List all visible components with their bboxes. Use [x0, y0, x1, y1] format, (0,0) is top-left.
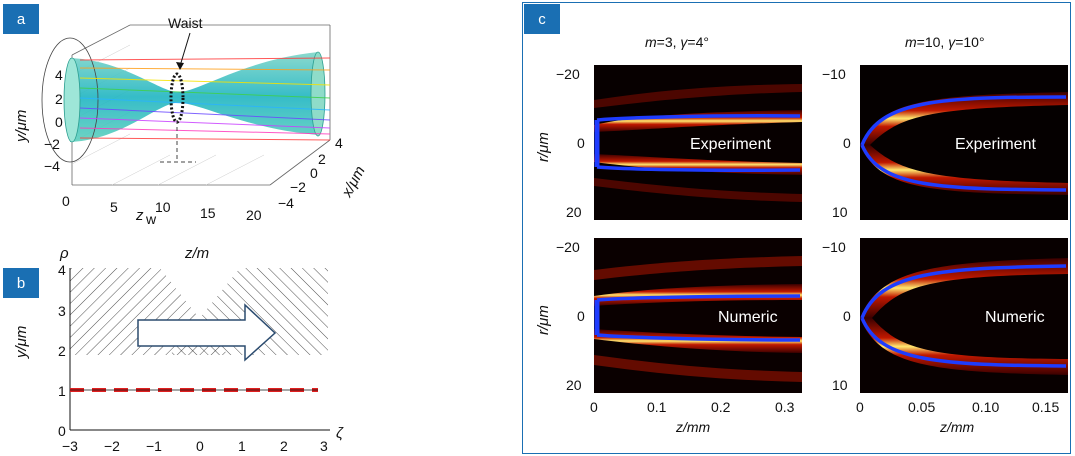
heatmap-experiment-right: Experiment [860, 65, 1068, 220]
a-xtick-3: −2 [290, 179, 306, 195]
beam-surface [70, 52, 318, 142]
c-r-ytick-top-0: −10 [822, 66, 846, 82]
c-label-numeric-right: Numeric [985, 309, 1045, 326]
c-l-ytick-bot-0: −20 [556, 239, 580, 255]
b-xtick-1: −2 [104, 438, 120, 454]
b-xtick-2: −1 [146, 438, 162, 454]
c-l-xtick-2: 0.2 [711, 399, 731, 415]
b-xtick-4: 1 [238, 438, 246, 454]
c-l-ytick-bot-2: 20 [566, 377, 582, 393]
a-xlabel: x/μm [338, 163, 369, 200]
a-ytick-0: 4 [55, 67, 63, 83]
outer-ellipse [41, 37, 99, 163]
heatmap-numeric-right: Numeric [860, 238, 1068, 393]
b-ytick-0: 4 [58, 262, 66, 278]
b-ylabel: y/μm [13, 326, 30, 359]
c-l-xtick-3: 0.3 [775, 399, 795, 415]
a-ztick-3: 15 [200, 205, 216, 221]
heatmap-experiment-left: Experiment [594, 65, 802, 220]
c-r-ytick-top-1: 0 [843, 135, 851, 151]
c-l-ytick-top-1: 0 [577, 135, 585, 151]
panel-c-frame [522, 2, 1071, 454]
b-direction-arrow [137, 303, 277, 362]
c-l-ytick-bot-1: 0 [577, 308, 585, 324]
panel-b-plot: ρ z/m 4 3 2 1 0 y/μm −3 −2 −1 0 1 2 3 ζ [13, 245, 344, 454]
c-r-xtick-0: 0 [856, 399, 864, 415]
b-zeta-label: ζ [336, 425, 344, 442]
c-ylabel-bot: r/μm [535, 305, 552, 335]
heatmap-numeric-left: Numeric [594, 238, 802, 393]
c-ylabel-top: r/μm [535, 132, 552, 162]
b-ytick-1: 3 [58, 303, 66, 319]
c-l-xlabel: z/mm [675, 419, 711, 435]
a-ytick-4: −4 [44, 158, 60, 174]
ray-lines [79, 57, 331, 141]
a-ytick-1: 2 [55, 91, 63, 107]
a-ztick-1: 5 [110, 199, 118, 215]
c-r-ytick-top-2: 10 [832, 204, 848, 220]
c-r-xtick-2: 0.10 [972, 399, 999, 415]
b-zm-label: z/m [184, 245, 209, 262]
panel-a-plot: Waist 4 2 0 −2 −4 y/μm 0 5 10 15 20 z w … [13, 15, 369, 227]
b-ytick-4: 0 [58, 423, 66, 439]
a-ytick-3: −2 [44, 136, 60, 152]
a-xtick-2: 0 [310, 165, 318, 181]
a-ytick-2: 0 [55, 114, 63, 130]
panel-b-tag: b [3, 268, 39, 298]
b-xtick-5: 2 [280, 438, 288, 454]
a-ztick-4: 20 [246, 207, 262, 223]
a-xtick-0: 4 [335, 135, 343, 151]
b-xtick-0: −3 [62, 438, 78, 454]
c-r-ytick-bot-0: −10 [822, 239, 846, 255]
c-label-numeric-left: Numeric [718, 309, 778, 326]
beam-left-end [63, 57, 81, 143]
waist-label: Waist [168, 15, 203, 31]
waist-arrow [179, 32, 191, 67]
c-l-xtick-1: 0.1 [647, 399, 667, 415]
b-ytick-3: 1 [58, 383, 66, 399]
b-rho-label: ρ [59, 245, 69, 262]
a-xtick-1: 2 [318, 151, 326, 167]
c-r-xtick-1: 0.05 [908, 399, 935, 415]
a-ylabel: y/μm [13, 110, 30, 143]
a-ztick-2: 10 [155, 199, 171, 215]
c-col-title-0: m=3, γ=4° [645, 34, 709, 50]
b-ytick-2: 2 [58, 343, 66, 359]
a-ztick-0: 0 [62, 193, 70, 209]
c-r-xtick-3: 0.15 [1032, 399, 1059, 415]
c-l-ytick-top-0: −20 [556, 66, 580, 82]
a-zw-label: z [135, 207, 144, 224]
b-xtick-6: 3 [320, 438, 328, 454]
beam-right-end [310, 51, 326, 137]
a-xtick-4: −4 [278, 195, 294, 211]
panel-c-plot: m=3, γ=4° m=10, γ=10° Experiment Experim… [535, 34, 1068, 435]
c-r-ytick-bot-1: 0 [843, 308, 851, 324]
c-label-experiment-right: Experiment [955, 136, 1036, 153]
panel-c-tag: c [524, 4, 560, 34]
panel-a-tag: a [3, 4, 39, 34]
c-r-ytick-bot-2: 10 [832, 377, 848, 393]
c-l-ytick-top-2: 20 [566, 204, 582, 220]
c-label-experiment-left: Experiment [690, 136, 771, 153]
c-r-xlabel: z/mm [939, 419, 975, 435]
c-l-xtick-0: 0 [590, 399, 598, 415]
a-zw-sub: w [145, 211, 157, 227]
b-xtick-3: 0 [196, 438, 204, 454]
c-col-title-1: m=10, γ=10° [905, 34, 985, 50]
